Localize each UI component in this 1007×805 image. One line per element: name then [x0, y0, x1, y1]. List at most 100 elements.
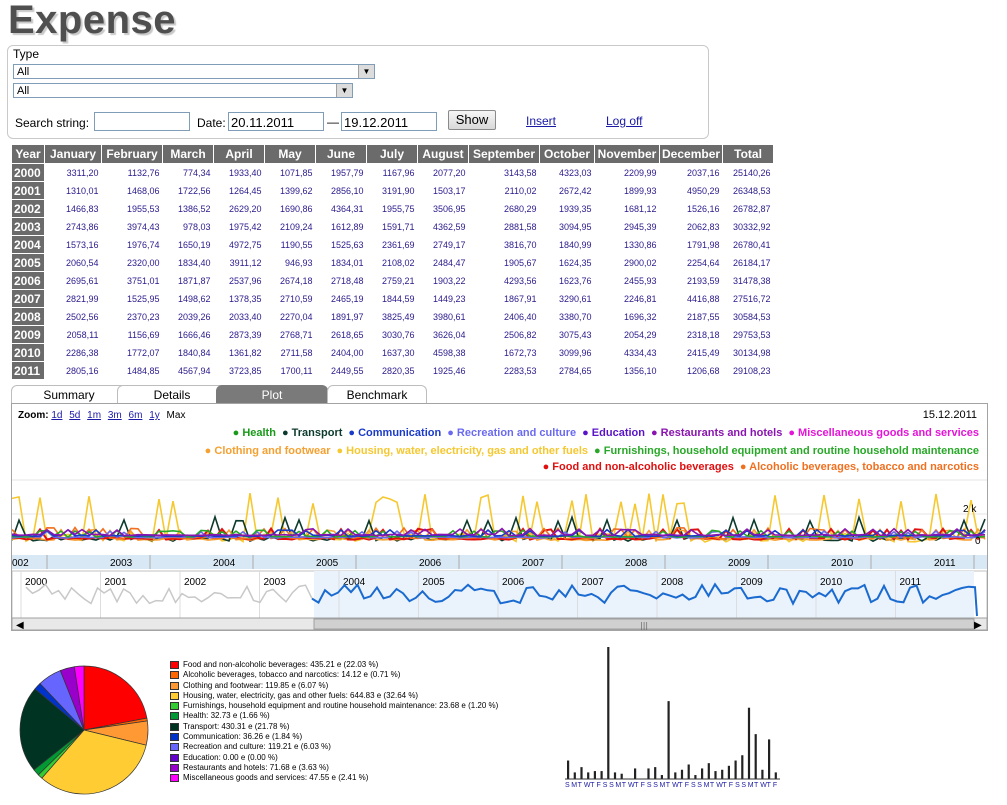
table-row: 2007 2821,99 1525,95 1498,62 1378,35 2710,59 2…	[11, 289, 774, 308]
search-input[interactable]	[94, 112, 190, 131]
show-button[interactable]: Show	[448, 110, 496, 130]
navigator-series-line	[25, 582, 978, 617]
year-cell[interactable]: 2005	[11, 253, 45, 272]
scroll-left-icon[interactable]: ◀	[16, 620, 24, 630]
navigator-selection[interactable]	[314, 571, 974, 618]
day-letter: T	[767, 782, 772, 789]
legend-item[interactable]: ● Health	[232, 427, 276, 439]
day-letter: M	[660, 782, 666, 789]
type-select-secondary[interactable]: All ▼	[13, 83, 353, 98]
legend-item[interactable]: ● Transport	[281, 427, 343, 439]
table-cell: 1957,79	[330, 167, 364, 178]
zoom-1m[interactable]: 1m	[87, 410, 102, 421]
legend-swatch	[170, 763, 179, 772]
scrollbar-grip-icon[interactable]: |||	[640, 621, 648, 630]
column-header-february[interactable]: February	[101, 144, 163, 164]
year-cell[interactable]: 2003	[11, 217, 45, 236]
year-cell[interactable]: 2007	[11, 289, 45, 308]
zoom-3m[interactable]: 3m	[107, 410, 122, 421]
year-cell[interactable]: 2000	[11, 163, 45, 182]
table-cell: 2820,35	[381, 365, 415, 376]
table-row: 2004 1573,16 1976,74 1650,19 4972,75 1190,55 1…	[11, 235, 774, 254]
legend-item[interactable]: ● Food and non-alcoholic beverages	[542, 461, 734, 473]
table-cell: 4598,38	[432, 347, 466, 358]
year-cell[interactable]: 2002	[11, 199, 45, 218]
breakdown-item: Food and non-alcoholic beverages: 435.21…	[170, 660, 498, 670]
table-cell: 2246,81	[623, 293, 657, 304]
column-header-august[interactable]: August	[417, 144, 469, 164]
zoom-max[interactable]: Max	[166, 410, 186, 421]
daily-bar	[687, 764, 690, 779]
legend-item[interactable]: ● Education	[582, 427, 645, 439]
date-to-input[interactable]: 19.12.2011	[341, 112, 437, 131]
tab-plot[interactable]: Plot	[216, 385, 328, 403]
table-cell: 4567,94	[177, 365, 211, 376]
legend-item[interactable]: ● Alcoholic beverages, tobacco and narco…	[739, 461, 979, 473]
tab-benchmark[interactable]: Benchmark	[327, 385, 427, 403]
column-header-december[interactable]: December	[658, 144, 724, 164]
dropdown-arrow-icon[interactable]: ▼	[358, 65, 374, 78]
table-cell: 1905,67	[503, 257, 537, 268]
zoom-1y[interactable]: 1y	[149, 410, 160, 421]
year-cell[interactable]: 2011	[11, 361, 45, 380]
table-cell: 3094,95	[558, 221, 592, 232]
column-header-june[interactable]: June	[315, 144, 367, 164]
year-cell[interactable]: 2004	[11, 235, 45, 254]
tab-summary[interactable]: Summary	[11, 385, 127, 403]
breakdown-item: Clothing and footwear: 119.85 e (6.07 %)	[170, 681, 498, 691]
breakdown-item: Transport: 430.31 e (21.78 %)	[170, 722, 498, 732]
column-header-year[interactable]: Year	[11, 144, 45, 164]
column-header-total[interactable]: Total	[722, 144, 775, 164]
column-header-may[interactable]: May	[264, 144, 316, 164]
table-cell: 946,93	[284, 257, 313, 268]
column-header-january[interactable]: January	[44, 144, 102, 164]
table-cell: 1591,71	[381, 221, 415, 232]
table-cell: 1526,16	[686, 203, 720, 214]
year-cell[interactable]: 2009	[11, 325, 45, 344]
daily-bar	[674, 772, 677, 779]
zoom-1d[interactable]: 1d	[51, 410, 63, 421]
column-header-september[interactable]: September	[468, 144, 540, 164]
axis-year-label: 2004	[213, 558, 236, 569]
legend-item[interactable]: ● Housing, water, electricity, gas and o…	[336, 445, 589, 457]
zoom-5d[interactable]: 5d	[69, 410, 81, 421]
zoom-6m[interactable]: 6m	[128, 410, 143, 421]
table-cell: 1939,35	[558, 203, 592, 214]
column-header-november[interactable]: November	[594, 144, 660, 164]
legend-item[interactable]: ● Restaurants and hotels	[650, 427, 783, 439]
logoff-link[interactable]: Log off	[606, 114, 643, 128]
expense-time-series-plot[interactable]: 2 k 0 002 2003 2004 2005 2006 2007 2008 2009 201…	[12, 404, 987, 630]
year-cell[interactable]: 2010	[11, 343, 45, 362]
daily-bar	[727, 765, 730, 779]
day-letter: S	[653, 782, 658, 789]
tab-details[interactable]: Details	[117, 385, 227, 403]
daily-bar	[607, 647, 610, 779]
year-cell[interactable]: 2008	[11, 307, 45, 326]
insert-link[interactable]: Insert	[526, 114, 557, 128]
date-from-input[interactable]: 20.11.2011	[228, 112, 324, 131]
column-header-july[interactable]: July	[366, 144, 418, 164]
pie-slice	[19, 688, 85, 771]
day-letter: T	[666, 782, 671, 789]
navigator-scrollbar-thumb[interactable]	[313, 618, 975, 630]
legend-swatch	[170, 774, 179, 783]
year-cell[interactable]: 2006	[11, 271, 45, 290]
table-cell: 26782,87	[732, 203, 771, 214]
breakdown-item: Education: 0.00 e (0.00 %)	[170, 753, 498, 763]
dropdown-arrow-icon[interactable]: ▼	[336, 84, 352, 97]
type-select-primary[interactable]: All ▼	[13, 64, 375, 79]
legend-item[interactable]: ● Communication	[348, 427, 442, 439]
table-cell: 1264,45	[228, 185, 262, 196]
scroll-right-icon[interactable]: ▶	[974, 620, 982, 630]
legend-item[interactable]: ● Furnishings, household equipment and r…	[594, 445, 979, 457]
year-cell[interactable]: 2001	[11, 181, 45, 200]
column-header-march[interactable]: March	[162, 144, 214, 164]
breakdown-item: Health: 32.73 e (1.66 %)	[170, 711, 498, 721]
legend-item[interactable]: ● Clothing and footwear	[204, 445, 331, 457]
nav-year-label: 2010	[820, 577, 843, 588]
day-letter: F	[773, 782, 777, 789]
legend-item[interactable]: ● Recreation and culture	[447, 427, 577, 439]
column-header-october[interactable]: October	[539, 144, 595, 164]
column-header-april[interactable]: April	[213, 144, 265, 164]
legend-item[interactable]: ● Miscellaneous goods and services	[788, 427, 979, 439]
